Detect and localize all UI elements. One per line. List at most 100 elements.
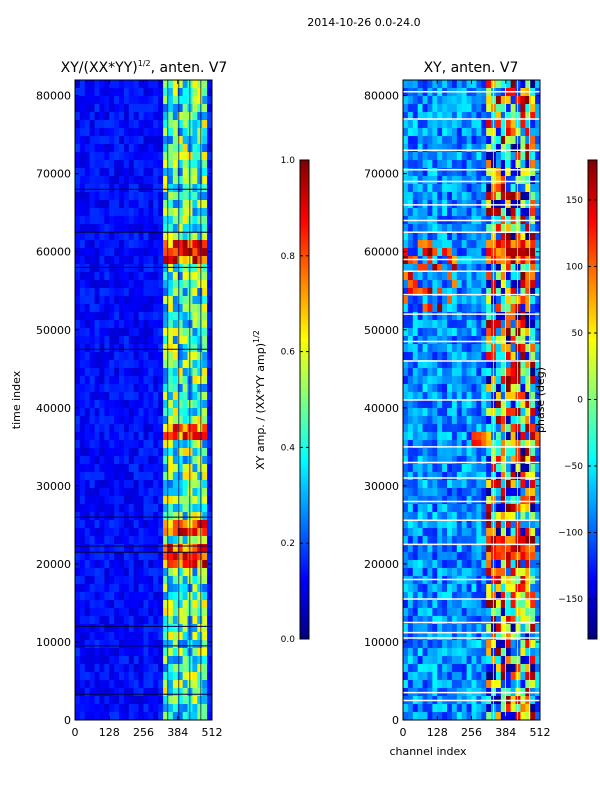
heatmap-cell — [427, 440, 433, 449]
heatmap-cell — [466, 448, 472, 457]
heatmap-cell — [466, 264, 472, 273]
heatmap-cell — [530, 656, 536, 665]
heatmap-cell — [466, 552, 472, 561]
heatmap-cell — [79, 440, 86, 449]
heatmap-cell — [451, 616, 458, 625]
heatmap-cell — [466, 144, 472, 153]
heatmap-cell — [466, 536, 472, 545]
heatmap-cell — [128, 544, 135, 553]
heatmap-cell — [486, 528, 492, 537]
heatmap-cell — [163, 672, 169, 681]
heatmap-cell — [167, 432, 174, 441]
heatmap-cell — [412, 240, 419, 249]
heatmap-cell — [182, 360, 189, 369]
heatmap-cell — [466, 608, 472, 617]
heatmap-cell — [510, 712, 517, 720]
heatmap-cell — [94, 688, 100, 697]
heatmap-cell — [471, 616, 477, 625]
heatmap-cell — [202, 400, 208, 409]
heatmap-cell — [84, 600, 91, 609]
heatmap-cell — [177, 408, 184, 417]
heatmap-cell — [192, 376, 198, 385]
heatmap-cell — [486, 624, 492, 633]
heatmap-cell — [520, 680, 526, 689]
heatmap-cell — [442, 320, 448, 329]
heatmap-cell — [407, 352, 414, 361]
colorbar-tick-label: 150 — [566, 196, 583, 206]
heatmap-cell — [109, 328, 115, 337]
heatmap-cell — [109, 576, 115, 585]
heatmap-cell — [447, 144, 453, 153]
heatmap-cell — [510, 104, 517, 113]
heatmap-cell — [407, 584, 414, 593]
heatmap-cell — [505, 608, 512, 617]
heatmap-cell — [471, 544, 477, 553]
heatmap-cell — [207, 712, 212, 720]
heatmap-cell — [422, 440, 428, 449]
heatmap-cell — [153, 392, 159, 401]
heatmap-cell — [442, 552, 448, 561]
heatmap-cell — [133, 616, 140, 625]
heatmap-cell — [495, 248, 502, 257]
heatmap-cell — [143, 376, 149, 385]
heatmap-cell — [515, 224, 521, 233]
heatmap-cell — [535, 584, 540, 593]
heatmap-cell — [172, 312, 179, 321]
heatmap-cell — [153, 496, 159, 505]
heatmap-cell — [535, 224, 540, 233]
heatmap-cell — [481, 304, 487, 313]
heatmap-cell — [451, 376, 458, 385]
heatmap-cell — [163, 432, 169, 441]
heatmap-cell — [158, 584, 164, 593]
heatmap-cell — [447, 112, 453, 121]
heatmap-cell — [437, 592, 443, 601]
heatmap-cell — [99, 200, 105, 209]
heatmap-cell — [153, 336, 159, 345]
heatmap-cell — [437, 472, 443, 481]
heatmap-cell — [495, 664, 502, 673]
heatmap-cell — [412, 208, 419, 217]
heatmap-cell — [177, 432, 184, 441]
heatmap-cell — [123, 544, 130, 553]
heatmap-cell — [525, 416, 531, 425]
heatmap-cell — [437, 232, 443, 241]
heatmap-cell — [417, 128, 424, 137]
heatmap-cell — [94, 160, 100, 169]
heatmap-cell — [427, 496, 433, 505]
heatmap-cell — [476, 184, 482, 193]
heatmap-cell — [148, 232, 154, 241]
heatmap-cell — [182, 176, 189, 185]
heatmap-cell — [192, 584, 198, 593]
heatmap-cell — [143, 464, 149, 473]
heatmap-cell — [495, 80, 502, 89]
heatmap-cell — [486, 160, 492, 169]
heatmap-cell — [177, 480, 184, 489]
heatmap-cell — [202, 304, 208, 313]
heatmap-cell — [163, 400, 169, 409]
heatmap-cell — [153, 464, 159, 473]
heatmap-cell — [456, 552, 463, 561]
heatmap-cell — [99, 632, 105, 641]
heatmap-cell — [158, 424, 164, 433]
x-tick-label: 0 — [72, 726, 79, 739]
heatmap-cell — [495, 552, 502, 561]
heatmap-cell — [119, 384, 125, 393]
heatmap-cell — [417, 416, 424, 425]
heatmap-cell — [84, 392, 91, 401]
heatmap-cell — [535, 480, 540, 489]
heatmap-cell — [412, 616, 419, 625]
heatmap-cell — [495, 96, 502, 105]
heatmap-cell — [403, 424, 409, 433]
heatmap-cell — [133, 360, 140, 369]
heatmap-cell — [427, 320, 433, 329]
heatmap-cell — [109, 96, 115, 105]
heatmap-cell — [476, 264, 482, 273]
heatmap-cell — [104, 360, 110, 369]
heatmap-cell — [515, 680, 521, 689]
heatmap-cell — [94, 600, 100, 609]
heatmap-cell — [456, 504, 463, 513]
heatmap-cell — [163, 600, 169, 609]
heatmap-cell — [466, 272, 472, 281]
heatmap-cell — [99, 520, 105, 529]
heatmap-cell — [481, 208, 487, 217]
